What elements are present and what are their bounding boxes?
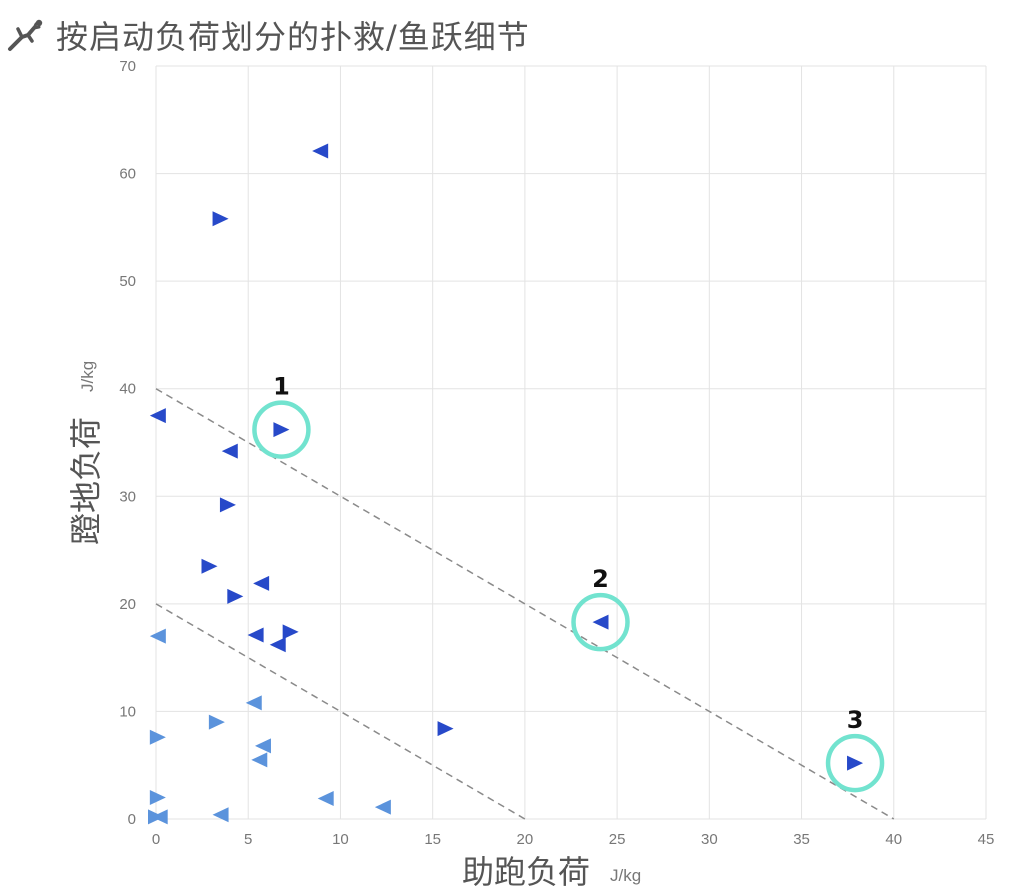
data-point bbox=[254, 738, 271, 754]
data-point bbox=[273, 422, 290, 438]
x-axis-title: 助跑负荷 bbox=[462, 853, 590, 891]
y-tick-label: 60 bbox=[119, 166, 136, 183]
chart-header: 按启动负荷划分的扑救/鱼跃细节 bbox=[6, 12, 530, 58]
data-point bbox=[149, 789, 166, 805]
callout-number: 1 bbox=[273, 373, 290, 401]
y-axis-title: 蹬地负荷 bbox=[67, 417, 105, 545]
callout-circle bbox=[825, 733, 885, 793]
y-tick-label: 70 bbox=[119, 58, 136, 75]
y-tick-label: 20 bbox=[119, 596, 136, 613]
data-point bbox=[269, 637, 286, 653]
data-point bbox=[312, 143, 329, 159]
x-tick-label: 15 bbox=[424, 831, 441, 848]
y-axis-title-group: 蹬地负荷 bbox=[67, 417, 105, 545]
grid-lines bbox=[155, 65, 987, 820]
data-point bbox=[437, 721, 454, 737]
x-tick-label: 10 bbox=[332, 831, 349, 848]
callout-circles bbox=[252, 400, 885, 793]
y-tick-label: 10 bbox=[119, 703, 136, 720]
y-tick-label: 50 bbox=[119, 273, 136, 290]
data-point bbox=[282, 624, 299, 640]
data-point bbox=[247, 627, 264, 643]
data-point bbox=[149, 628, 166, 644]
y-tick-label: 30 bbox=[119, 488, 136, 505]
y-axis-unit: J/kg bbox=[78, 361, 97, 392]
callout-number: 3 bbox=[847, 706, 864, 734]
x-tick-label: 20 bbox=[517, 831, 534, 848]
goalkeeper-dive-icon bbox=[8, 19, 43, 51]
data-point bbox=[592, 614, 609, 630]
data-point bbox=[149, 729, 166, 745]
x-tick-label: 5 bbox=[244, 831, 252, 848]
data-point bbox=[149, 408, 166, 424]
callout-circle bbox=[252, 400, 311, 459]
x-tick-label: 25 bbox=[609, 831, 626, 848]
data-point bbox=[221, 443, 238, 459]
y-tick-label: 40 bbox=[119, 381, 136, 398]
callout-labels: 1 2 3 bbox=[273, 373, 863, 734]
x-tick-label: 0 bbox=[152, 831, 160, 848]
reference-lines bbox=[155, 388, 895, 820]
data-point bbox=[212, 211, 229, 227]
data-point bbox=[245, 695, 262, 711]
x-tick-label: 30 bbox=[701, 831, 718, 848]
data-point bbox=[374, 799, 391, 815]
data-point bbox=[253, 575, 270, 591]
data-point bbox=[317, 791, 334, 807]
y-axis-unit-group: J/kg bbox=[78, 361, 97, 392]
data-point bbox=[227, 588, 244, 604]
data-point bbox=[212, 807, 229, 823]
callout-circle bbox=[571, 592, 630, 652]
data-point bbox=[219, 497, 236, 513]
callout-number: 2 bbox=[592, 565, 609, 593]
x-tick-label: 45 bbox=[978, 831, 995, 848]
reference-line bbox=[155, 388, 895, 820]
data-point bbox=[151, 809, 168, 825]
data-point bbox=[251, 752, 268, 768]
data-point bbox=[201, 558, 218, 574]
data-points bbox=[148, 143, 864, 825]
y-tick-label: 0 bbox=[128, 811, 136, 828]
chart-title: 按启动负荷划分的扑救/鱼跃细节 bbox=[56, 18, 530, 56]
data-point bbox=[208, 714, 225, 730]
data-point bbox=[847, 755, 864, 771]
tick-labels: 0 5 10 15 20 25 30 35 40 45 0 10 20 30 40 50 60 70 bbox=[119, 58, 994, 848]
x-tick-label: 35 bbox=[793, 831, 810, 848]
x-tick-label: 40 bbox=[885, 831, 902, 848]
x-axis-unit: J/kg bbox=[610, 866, 641, 885]
